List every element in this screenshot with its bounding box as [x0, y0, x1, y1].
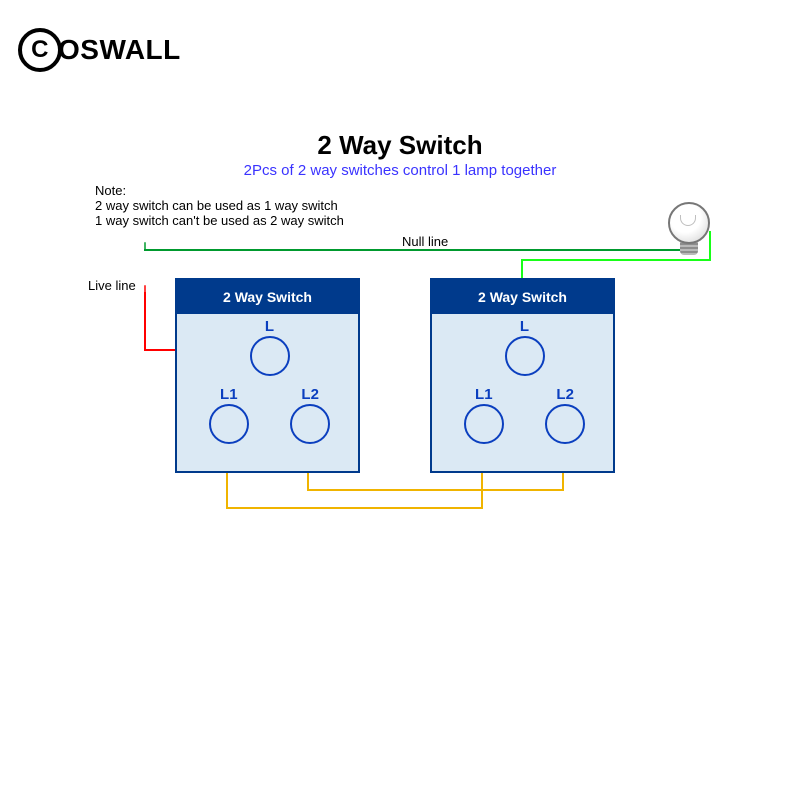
- terminal-label-l2: L2: [295, 386, 325, 403]
- brand-rest: OSWALL: [58, 34, 181, 65]
- switch-a-header: 2 Way Switch: [177, 280, 358, 314]
- terminal-l1: [464, 404, 504, 444]
- diagram-stage: COSWALL 2 Way Switch 2Pcs of 2 way switc…: [0, 0, 800, 800]
- terminal-l2: [290, 404, 330, 444]
- switch-b-header: 2 Way Switch: [432, 280, 613, 314]
- wiring-layer: [0, 0, 800, 800]
- terminal-label-l2: L2: [550, 386, 580, 403]
- diagram-title: 2 Way Switch: [0, 130, 800, 161]
- terminal-label-l: L: [255, 318, 285, 335]
- terminal-label-l1: L1: [214, 386, 244, 403]
- terminal-label-l1: L1: [469, 386, 499, 403]
- switch-a: 2 Way Switch L L1 L2: [175, 278, 360, 473]
- diagram-subtitle: 2Pcs of 2 way switches control 1 lamp to…: [0, 162, 800, 179]
- lamp-icon: [668, 202, 710, 255]
- terminal-l: [250, 336, 290, 376]
- terminal-l: [505, 336, 545, 376]
- brand-logo: COSWALL: [18, 28, 181, 72]
- brand-initial: C: [18, 28, 62, 72]
- label-null-line: Null line: [402, 234, 458, 249]
- terminal-l2: [545, 404, 585, 444]
- diagram-note: Note: 2 way switch can be used as 1 way …: [95, 183, 344, 228]
- switch-b: 2 Way Switch L L1 L2: [430, 278, 615, 473]
- label-live-line: Live line: [88, 278, 136, 293]
- terminal-l1: [209, 404, 249, 444]
- terminal-label-l: L: [510, 318, 540, 335]
